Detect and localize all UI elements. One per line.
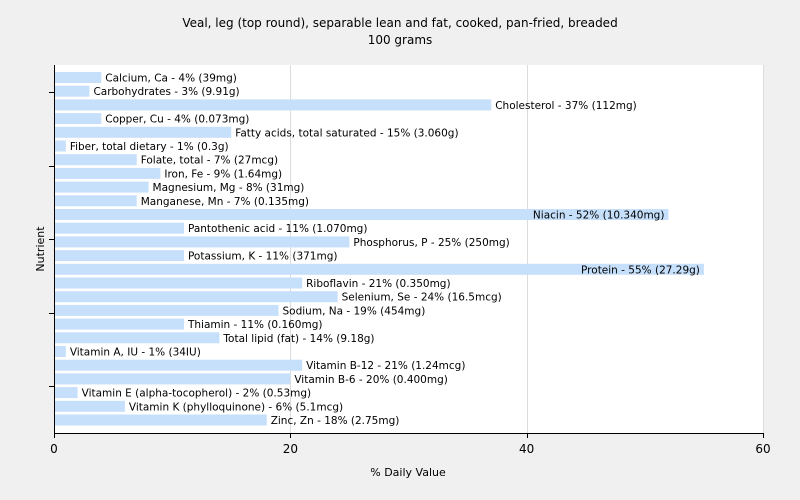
bar	[55, 263, 704, 275]
bar-label: Selenium, Se - 24% (16.5mcg)	[342, 292, 502, 304]
bar-labels: Calcium, Ca - 4% (39mg)Carbohydrates - 3…	[70, 73, 700, 428]
bar-label: Fiber, total dietary - 1% (0.3g)	[70, 141, 229, 153]
bar	[55, 236, 350, 248]
bar-label: Folate, total - 7% (27mcg)	[141, 155, 278, 167]
y-axis-ticks	[49, 92, 54, 387]
bar-label: Total lipid (fat) - 14% (9.18g)	[222, 333, 374, 345]
bar-label: Pantothenic acid - 11% (1.070mg)	[188, 223, 367, 235]
bar-label: Riboflavin - 21% (0.350mg)	[306, 278, 450, 290]
bar	[55, 85, 90, 97]
bar-label: Vitamin B-6 - 20% (0.400mg)	[294, 374, 448, 386]
bar	[55, 195, 137, 207]
bar-label: Iron, Fe - 9% (1.64mg)	[164, 168, 282, 180]
bar-label: Sodium, Na - 19% (454mg)	[283, 305, 426, 317]
bar-label: Thiamin - 11% (0.160mg)	[187, 319, 323, 331]
bar	[55, 113, 102, 125]
bars	[55, 72, 704, 426]
bar	[55, 277, 303, 289]
bar	[55, 332, 220, 344]
bar	[55, 154, 137, 166]
bar	[55, 126, 232, 138]
bar-label: Vitamin B-12 - 21% (1.24mcg)	[306, 360, 465, 372]
bar	[55, 318, 184, 330]
x-tick-label: 20	[283, 442, 298, 456]
bar-label: Copper, Cu - 4% (0.073mg)	[105, 114, 249, 126]
bar-label: Zinc, Zn - 18% (2.75mg)	[271, 415, 400, 427]
x-tick-label: 60	[755, 442, 770, 456]
bar	[55, 346, 66, 357]
bar	[55, 167, 161, 179]
bar-label: Vitamin K (phylloquinone) - 6% (5.1mcg)	[129, 401, 343, 413]
x-axis-label: % Daily Value	[370, 466, 446, 479]
bar	[55, 373, 291, 385]
chart-title: Veal, leg (top round), separable lean an…	[182, 16, 617, 30]
bar-label: Carbohydrates - 3% (9.91g)	[93, 86, 239, 98]
plot-area	[54, 65, 763, 433]
bar-label: Calcium, Ca - 4% (39mg)	[105, 73, 237, 85]
bar-label: Vitamin A, IU - 1% (34IU)	[70, 347, 201, 359]
bar-label: Niacin - 52% (10.340mg)	[533, 210, 665, 222]
bar-label: Manganese, Mn - 7% (0.135mg)	[141, 196, 309, 208]
bar	[55, 291, 338, 303]
bar-label: Vitamin E (alpha-tocopherol) - 2% (0.53m…	[82, 388, 312, 400]
bar-label: Protein - 55% (27.29g)	[581, 264, 700, 276]
bar	[55, 140, 66, 152]
bar	[55, 359, 303, 371]
bar	[55, 400, 125, 412]
x-axis-ticks: 0 20 40 60	[50, 433, 771, 456]
bar-label: Fatty acids, total saturated - 15% (3.06…	[235, 127, 458, 139]
bar-label: Phosphorus, P - 25% (250mg)	[353, 237, 509, 249]
bar	[55, 72, 102, 83]
chart-subtitle: 100 grams	[368, 33, 433, 47]
bar-label: Potassium, K - 11% (371mg)	[188, 251, 338, 263]
bar	[55, 414, 267, 426]
y-axis-label: Nutrient	[34, 226, 47, 272]
x-tick-label: 40	[519, 442, 534, 456]
bar	[55, 250, 184, 262]
bar	[55, 222, 184, 234]
bar	[55, 387, 78, 399]
bar-label: Magnesium, Mg - 8% (31mg)	[153, 182, 305, 194]
bar	[55, 181, 149, 193]
x-tick-label: 0	[50, 442, 58, 456]
bar-label: Cholesterol - 37% (112mg)	[495, 100, 637, 112]
gridlines	[290, 65, 764, 433]
bar	[55, 209, 669, 220]
bar	[55, 304, 279, 316]
bar	[55, 99, 492, 111]
